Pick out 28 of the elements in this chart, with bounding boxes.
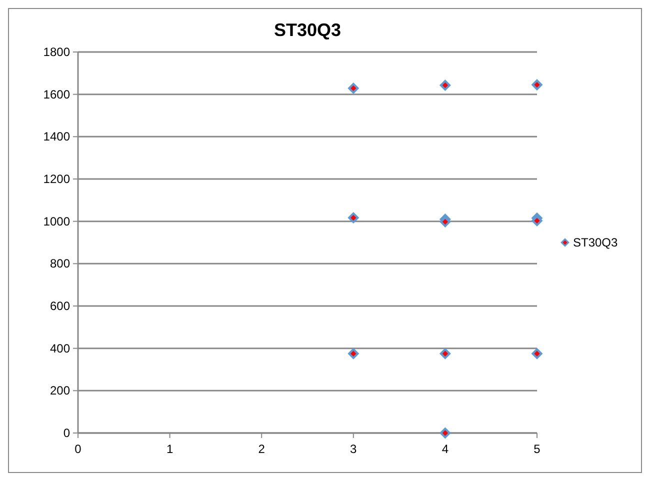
- x-tick-label: 3: [350, 442, 358, 456]
- x-tick-label: 5: [534, 442, 541, 456]
- point: [348, 212, 360, 224]
- y-tick-label: 1000: [43, 214, 70, 228]
- y-tick-label: 200: [50, 384, 70, 398]
- point: [531, 214, 543, 226]
- y-tick-label: 400: [50, 341, 70, 356]
- point: [531, 79, 543, 91]
- point: [348, 348, 360, 360]
- y-tick-label: 1600: [43, 87, 70, 102]
- point: [531, 348, 543, 360]
- x-tick-label: 0: [74, 442, 82, 456]
- x-tick-label: 4: [442, 442, 449, 456]
- point: [439, 427, 451, 439]
- point: [348, 82, 360, 94]
- y-tick-label: 1400: [43, 130, 70, 144]
- y-tick-label: 800: [50, 256, 70, 271]
- x-tick-label: 1: [166, 442, 174, 456]
- point: [439, 216, 451, 228]
- point: [439, 79, 451, 91]
- y-tick-label: 1800: [43, 45, 70, 59]
- chart-title: ST30Q3: [274, 20, 342, 40]
- point: [439, 348, 451, 360]
- y-tick-label: 600: [50, 299, 70, 313]
- y-tick-label: 1200: [43, 172, 70, 186]
- legend-label: ST30Q3: [573, 236, 618, 250]
- y-tick-label: 0: [63, 426, 70, 440]
- x-tick-label: 2: [258, 442, 266, 456]
